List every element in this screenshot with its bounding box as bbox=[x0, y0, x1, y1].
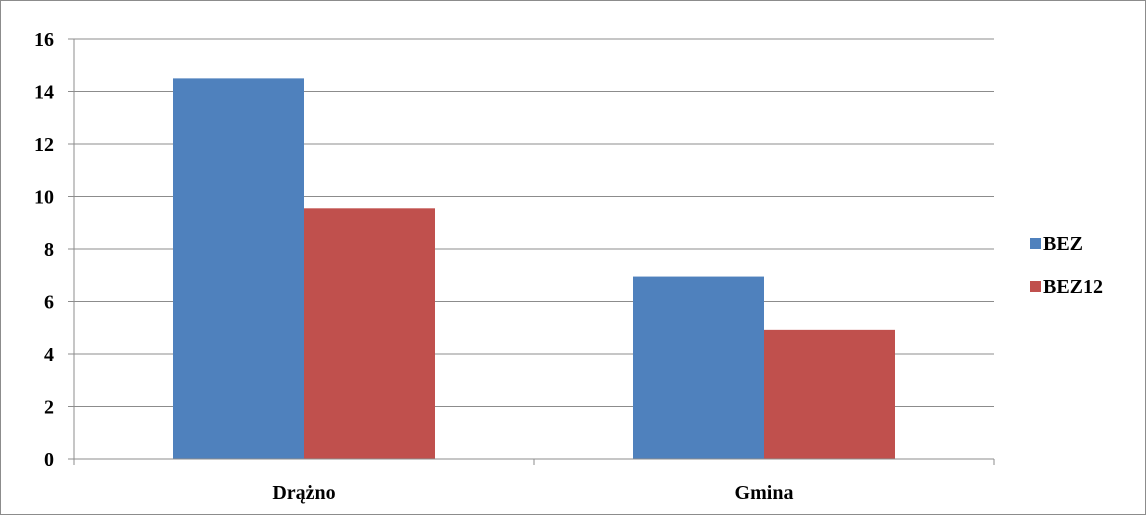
y-tick-label: 2 bbox=[44, 397, 54, 419]
y-tick-label: 6 bbox=[44, 292, 54, 314]
y-tick-label: 10 bbox=[34, 187, 54, 209]
legend-label-bez: BEZ bbox=[1043, 233, 1083, 255]
bar-bez12-2 bbox=[764, 329, 895, 459]
y-tick-label: 4 bbox=[44, 344, 54, 366]
y-tick-labels: 0 2 4 6 8 10 12 14 16 bbox=[34, 29, 54, 471]
y-tick-label: 14 bbox=[34, 82, 54, 104]
bar-bez-1 bbox=[173, 78, 304, 459]
y-tick-label: 12 bbox=[34, 134, 54, 156]
x-tick-label: Gmina bbox=[735, 482, 794, 504]
bars bbox=[173, 78, 895, 459]
x-tick-label: Drążno bbox=[272, 482, 335, 504]
legend: BEZ BEZ12 bbox=[1030, 233, 1103, 298]
legend-swatch-bez12 bbox=[1030, 281, 1041, 292]
bar-bez12-1 bbox=[304, 208, 435, 459]
axes bbox=[68, 38, 995, 465]
y-tick-label: 0 bbox=[44, 449, 54, 471]
x-tick-labels: Drążno Gmina bbox=[272, 482, 793, 504]
y-tick-label: 8 bbox=[44, 239, 54, 261]
y-tick-label: 16 bbox=[34, 29, 54, 51]
bar-bez-2 bbox=[633, 276, 764, 459]
legend-label-bez12: BEZ12 bbox=[1043, 276, 1103, 298]
legend-swatch-bez bbox=[1030, 238, 1041, 249]
